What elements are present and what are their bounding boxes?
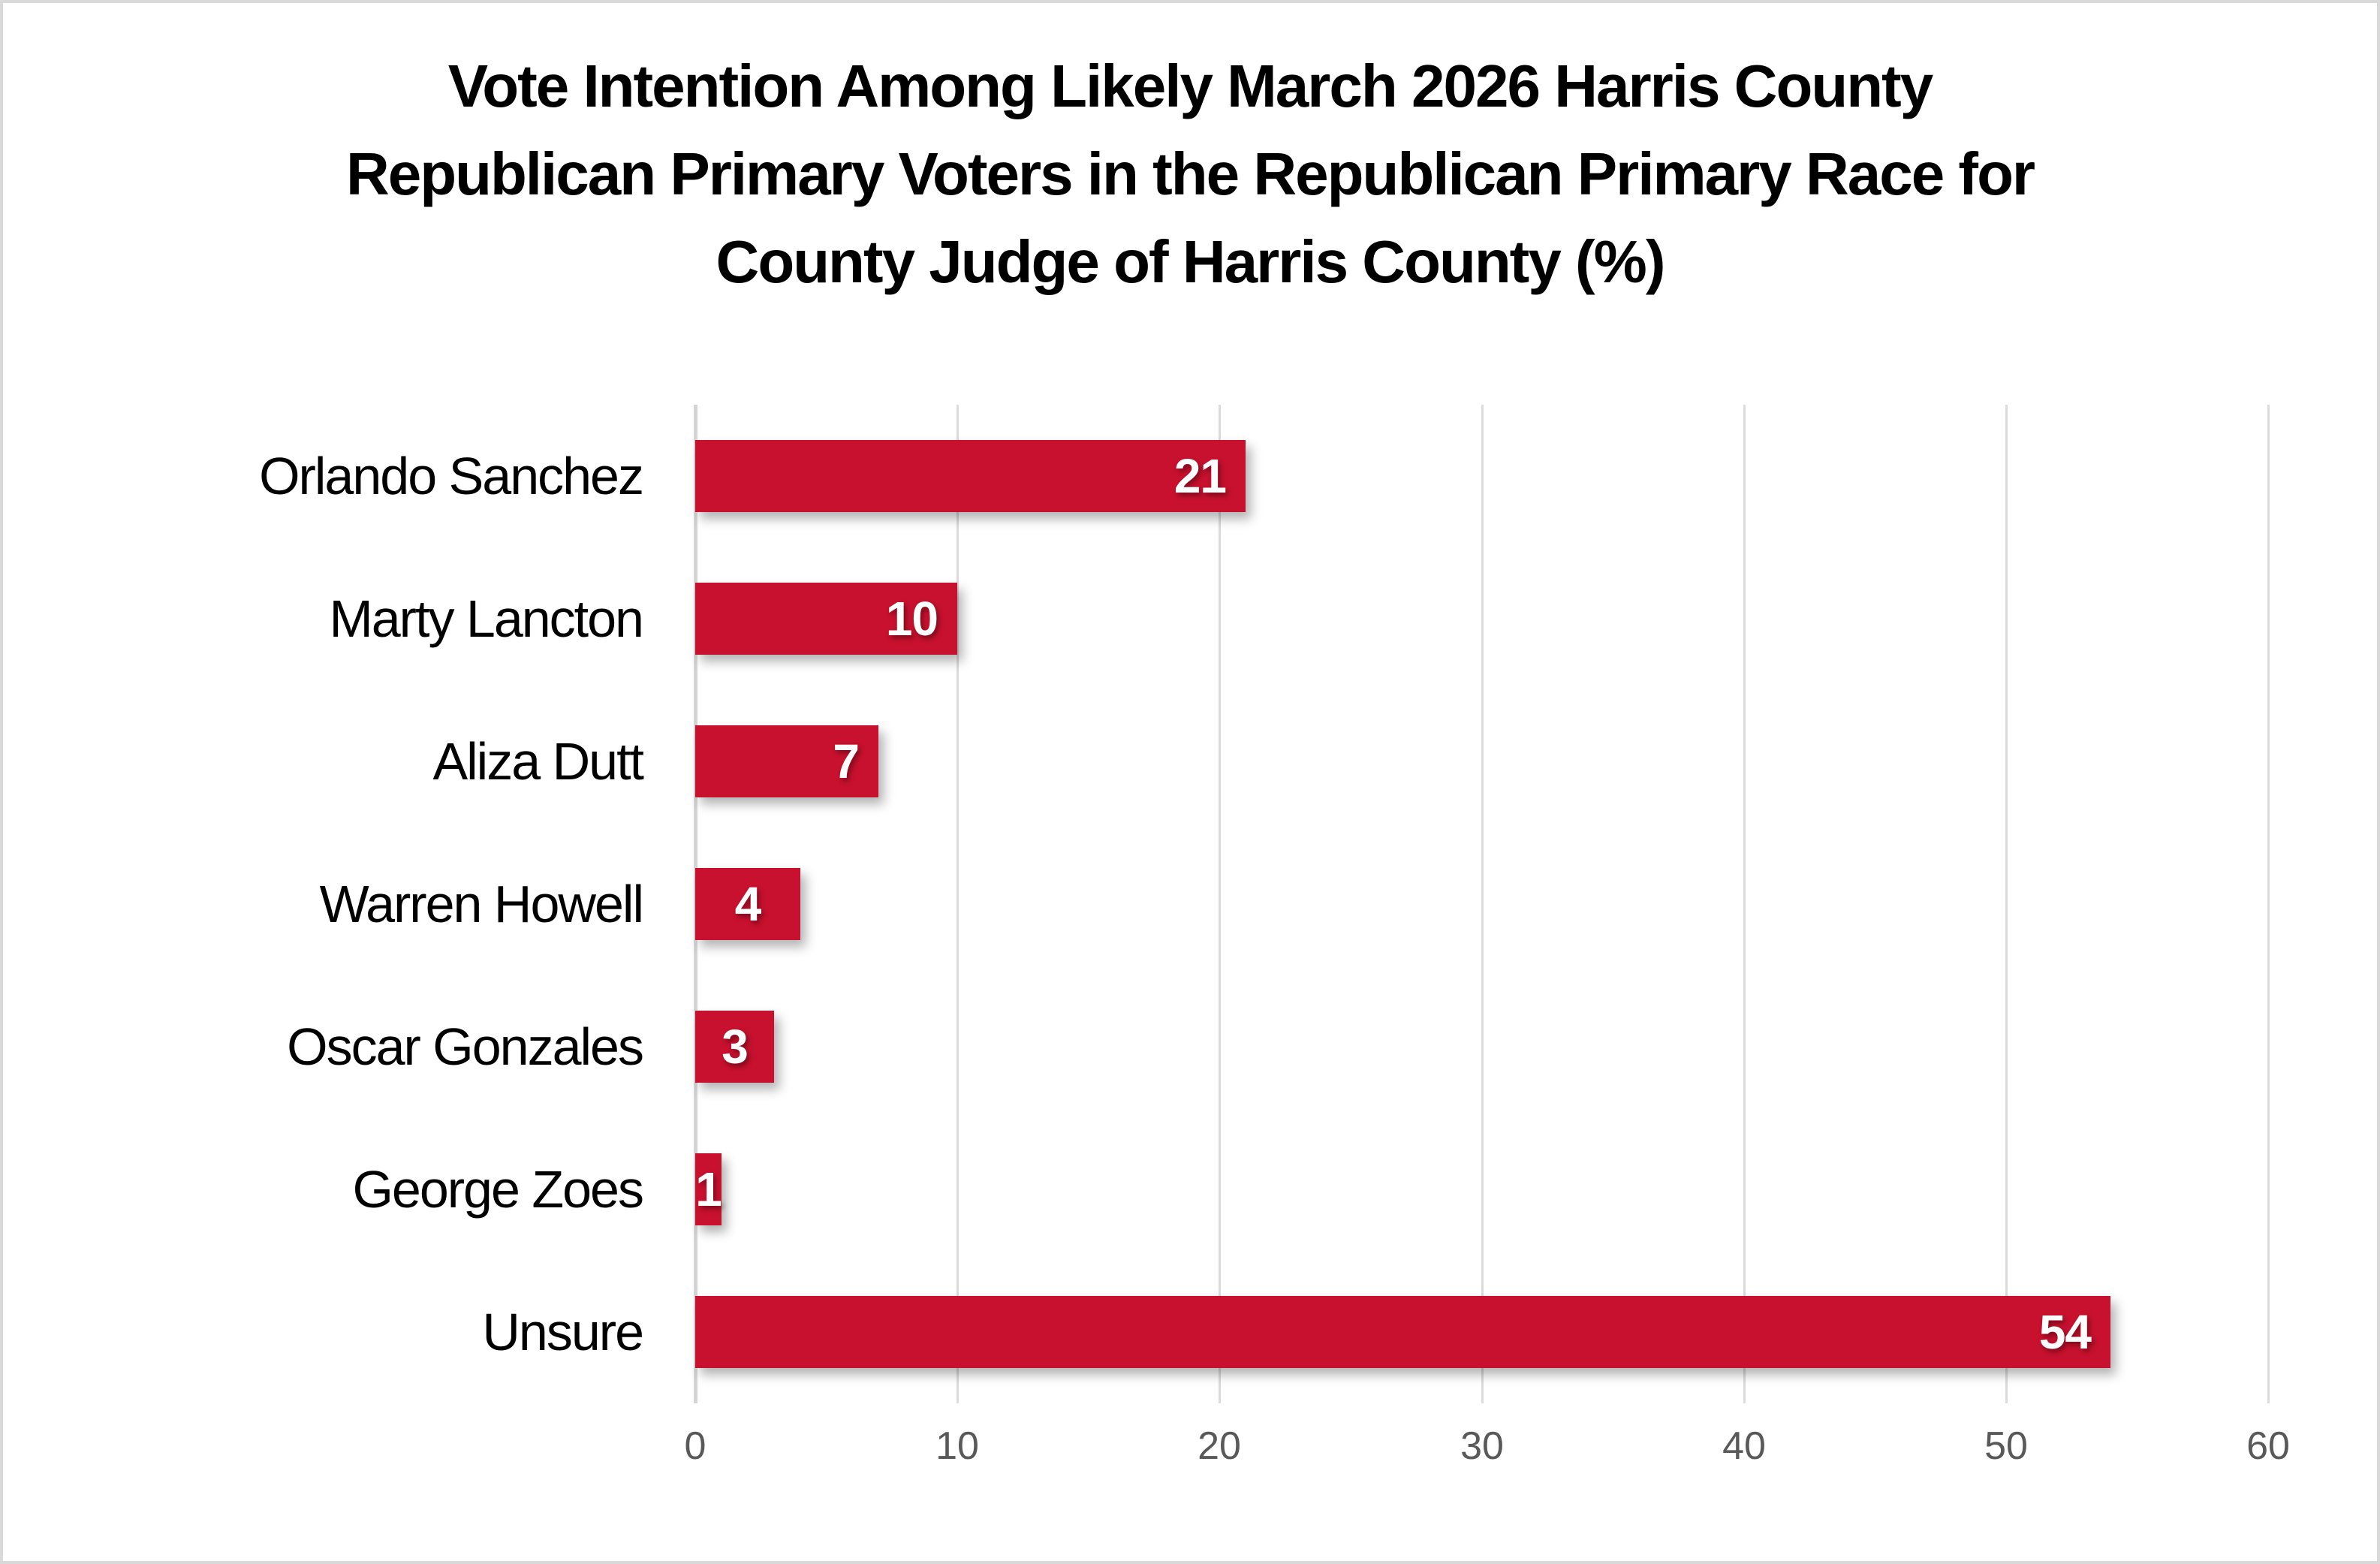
bar-warren-howell: 4 <box>695 868 800 940</box>
bar-george-zoes: 1 <box>695 1153 722 1225</box>
value-label-orlando-sanchez: 21 <box>1173 449 1227 503</box>
value-label-unsure: 54 <box>2038 1305 2092 1359</box>
x-tick-label-20: 20 <box>1198 1424 1241 1468</box>
category-label-oscar-gonzales: Oscar Gonzales <box>287 1017 644 1076</box>
category-label-aliza-dutt: Aliza Dutt <box>432 732 644 791</box>
gridline-x-20 <box>1219 405 1221 1403</box>
category-label-unsure: Unsure <box>482 1303 644 1361</box>
gridline-x-10 <box>957 405 959 1403</box>
x-tick-label-30: 30 <box>1460 1424 1504 1468</box>
gridline-x-60 <box>2267 405 2270 1403</box>
chart-title: Vote Intention Among Likely March 2026 H… <box>3 42 2377 306</box>
bar-aliza-dutt: 7 <box>695 725 878 797</box>
x-tick-label-0: 0 <box>684 1424 706 1468</box>
category-label-marty-lancton: Marty Lancton <box>329 589 644 648</box>
category-label-warren-howell: Warren Howell <box>319 875 644 933</box>
x-tick-label-60: 60 <box>2246 1424 2290 1468</box>
x-tick-label-10: 10 <box>935 1424 979 1468</box>
value-label-oscar-gonzales: 3 <box>722 1020 749 1074</box>
bar-oscar-gonzales: 3 <box>695 1011 774 1083</box>
bar-unsure: 54 <box>695 1296 2110 1368</box>
value-label-marty-lancton: 10 <box>885 592 938 646</box>
category-label-george-zoes: George Zoes <box>352 1160 644 1219</box>
category-label-orlando-sanchez: Orlando Sanchez <box>259 447 644 505</box>
chart-title-line-3: County Judge of Harris County (%) <box>716 228 1666 295</box>
chart-title-line-1: Vote Intention Among Likely March 2026 H… <box>447 53 1933 119</box>
bar-orlando-sanchez: 21 <box>695 440 1246 512</box>
x-tick-label-40: 40 <box>1722 1424 1766 1468</box>
gridline-x-50 <box>2005 405 2008 1403</box>
chart-title-line-2: Republican Primary Voters in the Republi… <box>345 140 2035 207</box>
gridline-x-40 <box>1743 405 1746 1403</box>
x-tick-label-50: 50 <box>1984 1424 2028 1468</box>
bar-marty-lancton: 10 <box>695 583 957 655</box>
gridline-x-30 <box>1481 405 1484 1403</box>
plot-area: 21 10 7 4 3 1 54 <box>694 405 2270 1403</box>
value-label-warren-howell: 4 <box>734 877 762 931</box>
value-label-aliza-dutt: 7 <box>833 734 860 788</box>
value-label-george-zoes: 1 <box>695 1162 722 1216</box>
